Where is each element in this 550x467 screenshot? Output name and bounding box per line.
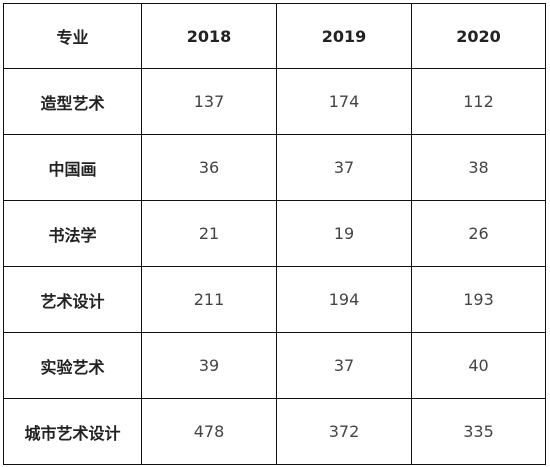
- major-name: 城市艺术设计: [3, 398, 142, 465]
- value-cell: 193: [411, 266, 546, 333]
- value-cell: 112: [411, 68, 546, 135]
- table-row: 艺术设计 211 194 193: [3, 266, 546, 333]
- major-name: 中国画: [3, 134, 142, 201]
- value-cell: 194: [276, 266, 412, 333]
- table-row: 造型艺术 137 174 112: [3, 68, 546, 135]
- value-cell: 39: [141, 332, 277, 399]
- value-cell: 372: [276, 398, 412, 465]
- value-cell: 21: [141, 200, 277, 267]
- table-row: 实验艺术 39 37 40: [3, 332, 546, 399]
- value-cell: 478: [141, 398, 277, 465]
- table-row: 城市艺术设计 478 372 335: [3, 398, 546, 465]
- header-year-2019: 2019: [276, 3, 412, 69]
- header-major: 专业: [3, 3, 142, 69]
- value-cell: 19: [276, 200, 412, 267]
- value-cell: 37: [276, 134, 412, 201]
- header-year-2018: 2018: [141, 3, 277, 69]
- enrollment-table: 专业 2018 2019 2020 造型艺术 137 174 112 中国画 3…: [3, 3, 546, 465]
- table-row: 中国画 36 37 38: [3, 134, 546, 201]
- major-name: 艺术设计: [3, 266, 142, 333]
- value-cell: 38: [411, 134, 546, 201]
- value-cell: 137: [141, 68, 277, 135]
- value-cell: 36: [141, 134, 277, 201]
- major-name: 实验艺术: [3, 332, 142, 399]
- major-name: 书法学: [3, 200, 142, 267]
- value-cell: 37: [276, 332, 412, 399]
- value-cell: 26: [411, 200, 546, 267]
- value-cell: 211: [141, 266, 277, 333]
- table-row: 书法学 21 19 26: [3, 200, 546, 267]
- value-cell: 40: [411, 332, 546, 399]
- value-cell: 174: [276, 68, 412, 135]
- major-name: 造型艺术: [3, 68, 142, 135]
- value-cell: 335: [411, 398, 546, 465]
- header-row: 专业 2018 2019 2020: [3, 3, 546, 69]
- header-year-2020: 2020: [411, 3, 546, 69]
